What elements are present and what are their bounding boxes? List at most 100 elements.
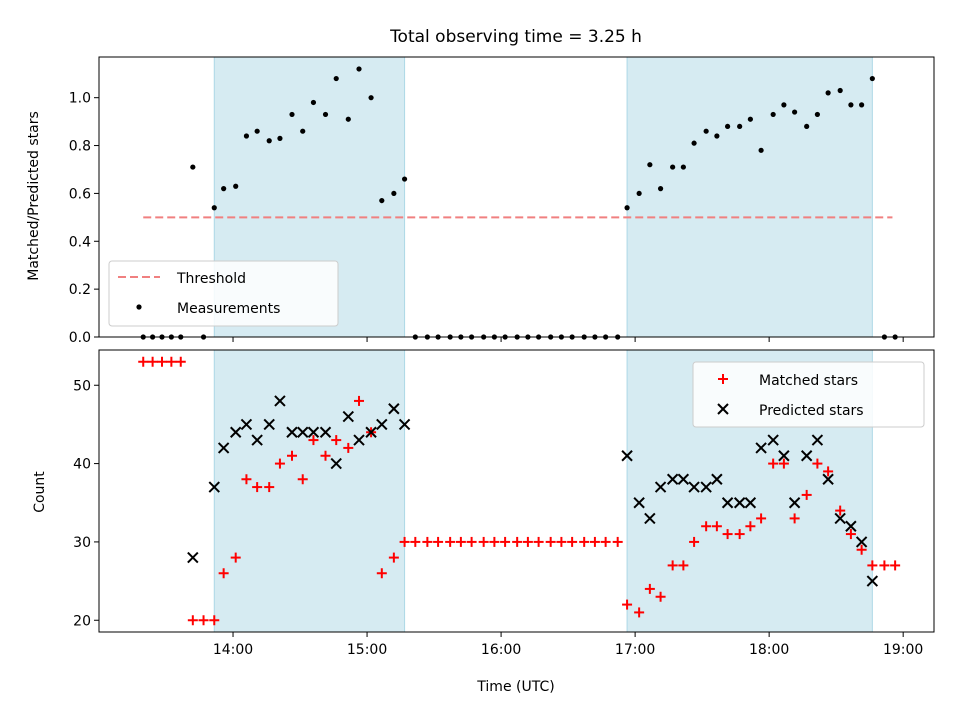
- top-y-tick-label: 0.2: [69, 282, 91, 298]
- matched-star-point: [264, 482, 275, 493]
- measurement-point: [368, 95, 374, 101]
- matched-star-point: [218, 568, 229, 579]
- measurement-point: [825, 90, 831, 96]
- cross-b: [822, 473, 834, 485]
- measurement-point: [703, 128, 709, 134]
- matched-star-point: [778, 458, 789, 469]
- predicted-star-point: [711, 473, 723, 485]
- cross-b: [800, 450, 813, 462]
- predicted-star-point: [644, 512, 656, 525]
- measurement-point: [837, 87, 843, 94]
- matched-star-point: [634, 607, 645, 618]
- matched-star-point: [556, 536, 567, 547]
- cross-b: [274, 395, 286, 407]
- predicted-star-point: [866, 575, 879, 587]
- predicted-star-point: [319, 426, 332, 438]
- matched-star-point: [545, 536, 556, 547]
- cross-b: [733, 497, 746, 509]
- cross-b: [208, 481, 220, 493]
- measurement-point: [190, 164, 196, 170]
- measurement-point: [310, 99, 317, 106]
- legend-predicted-swatch: [717, 403, 729, 415]
- cross-b: [767, 434, 779, 446]
- bottom-x-tick-label: 15:00: [347, 642, 387, 658]
- cross-b: [187, 551, 199, 564]
- matched-star-point: [320, 450, 331, 461]
- matched-star-point: [667, 560, 678, 571]
- cross-b: [621, 450, 633, 462]
- matched-star-point: [612, 536, 623, 547]
- measurement-point: [277, 135, 283, 141]
- predicted-star-point: [251, 434, 263, 446]
- bottom-x-tick-label: 14:00: [213, 642, 253, 658]
- predicted-star-point: [342, 410, 355, 423]
- cross-b: [721, 497, 734, 509]
- cross-b: [342, 410, 355, 423]
- measurement-point: [804, 123, 810, 130]
- predicted-star-point: [208, 481, 220, 493]
- predicted-star-point: [263, 418, 275, 431]
- measurement-point: [289, 111, 295, 118]
- matched-star-point: [198, 615, 209, 626]
- predicted-star-point: [855, 536, 868, 548]
- matched-star-point: [600, 536, 611, 547]
- top-y-tick-label: 0.8: [69, 139, 91, 155]
- measurement-point: [670, 164, 676, 170]
- predicted-star-point: [811, 434, 824, 446]
- measurement-point: [814, 111, 820, 118]
- matched-star-point: [835, 505, 846, 516]
- cross-b: [866, 575, 879, 587]
- predicted-star-point: [688, 481, 700, 493]
- cross-b: [688, 481, 700, 493]
- predicted-star-point: [330, 457, 342, 470]
- measurement-point: [747, 116, 753, 122]
- cross-b: [286, 426, 298, 438]
- measurement-point: [345, 116, 351, 122]
- predicted-star-point: [633, 497, 645, 509]
- matched-star-point: [138, 356, 149, 367]
- matched-star-point: [331, 435, 342, 446]
- cross-b: [677, 473, 690, 485]
- bottom-y-tick-label: 40: [73, 457, 91, 473]
- predicted-star-point: [654, 481, 667, 493]
- cross-b: [811, 434, 824, 446]
- top-axes-frame: [98, 56, 935, 338]
- observing-interval: [214, 350, 405, 632]
- measurement-point: [401, 176, 408, 182]
- cross-b: [717, 403, 729, 415]
- matched-star-point: [354, 395, 365, 406]
- matched-star-point: [187, 615, 198, 626]
- cross-b: [297, 426, 309, 438]
- measurement-point: [859, 102, 865, 108]
- matched-star-point: [745, 521, 756, 532]
- predicted-star-point: [677, 473, 690, 485]
- matched-star-point: [655, 591, 666, 602]
- measurement-point: [243, 133, 250, 139]
- matched-star-point: [399, 536, 410, 547]
- measurement-point: [636, 190, 642, 197]
- cross-b: [755, 442, 767, 454]
- bottom-axes-frame: [98, 349, 935, 633]
- top-y-tick-label: 0.6: [69, 186, 91, 202]
- matched-star-point: [287, 450, 298, 461]
- cross-b: [388, 403, 400, 415]
- cross-b: [855, 536, 868, 548]
- bottom-y-tick-label: 30: [73, 535, 91, 551]
- measurement-point: [379, 197, 385, 204]
- predicted-star-point: [230, 426, 242, 438]
- matched-star-point: [789, 513, 800, 524]
- measurement-point: [300, 128, 306, 134]
- measurement-point: [391, 190, 397, 197]
- predicted-star-point: [666, 473, 679, 485]
- matched-star-point: [147, 356, 158, 367]
- matched-star-point: [433, 536, 444, 547]
- measurement-point: [211, 205, 217, 211]
- predicted-star-point: [376, 418, 388, 431]
- bottom-legend: Matched stars Predicted stars: [692, 361, 925, 428]
- matched-star-point: [756, 513, 767, 524]
- predicted-star-point: [297, 426, 309, 438]
- matched-star-point: [445, 536, 456, 547]
- matched-star-point: [478, 536, 489, 547]
- matched-star-point: [890, 560, 901, 571]
